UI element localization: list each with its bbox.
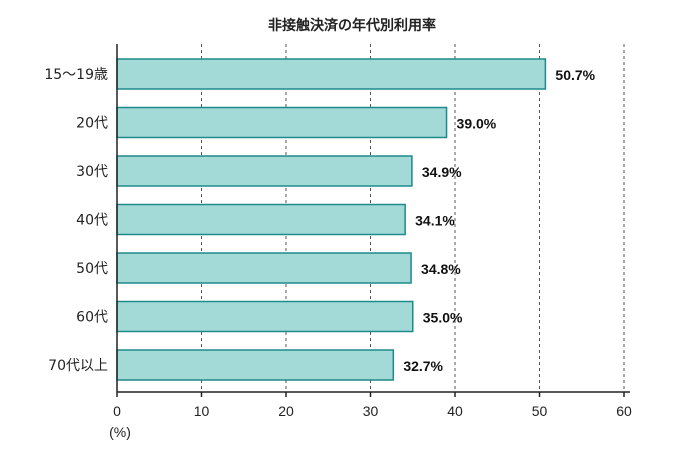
value-label-1: 50.7% — [555, 67, 595, 83]
value-label-7: 32.7% — [403, 358, 443, 374]
x-tick-label-50: 50 — [532, 403, 548, 419]
category-label-2: 20代 — [76, 116, 108, 132]
bar-5 — [116, 252, 412, 284]
bar-7 — [116, 349, 395, 381]
bars — [116, 58, 547, 381]
chart-title: 非接触決済の年代別利用率 — [268, 17, 436, 34]
x-tick-label-0: 0 — [113, 403, 121, 419]
axes — [116, 44, 630, 397]
bar-4 — [116, 203, 406, 236]
x-axis-unit-label: (%) — [109, 424, 131, 440]
category-label-6: 60代 — [76, 310, 108, 326]
value-label-5: 34.8% — [421, 261, 461, 277]
bar-6 — [116, 300, 414, 333]
bar-3 — [116, 155, 413, 187]
value-label-4: 34.1% — [415, 213, 455, 229]
category-label-1: 15〜19歳 — [44, 67, 108, 83]
category-label-7: 70代以上 — [48, 358, 108, 374]
value-label-2: 39.0% — [457, 116, 497, 132]
value-label-3: 34.9% — [422, 164, 462, 180]
category-label-4: 40代 — [76, 213, 108, 229]
x-tick-label-20: 20 — [278, 403, 294, 419]
x-tick-label-10: 10 — [194, 403, 210, 419]
x-tick-label-30: 30 — [363, 403, 379, 419]
x-tick-label-40: 40 — [447, 403, 463, 419]
category-label-5: 50代 — [76, 261, 108, 277]
x-tick-label-60: 60 — [616, 403, 632, 419]
labels: 0 10 20 30 40 50 60 15〜19歳 50.7% 20代 39.0% 30代 34.9%… — [44, 67, 632, 419]
category-label-3: 30代 — [76, 164, 108, 180]
bar-2 — [116, 106, 448, 139]
value-label-6: 35.0% — [423, 310, 463, 326]
bar-1 — [116, 58, 547, 90]
